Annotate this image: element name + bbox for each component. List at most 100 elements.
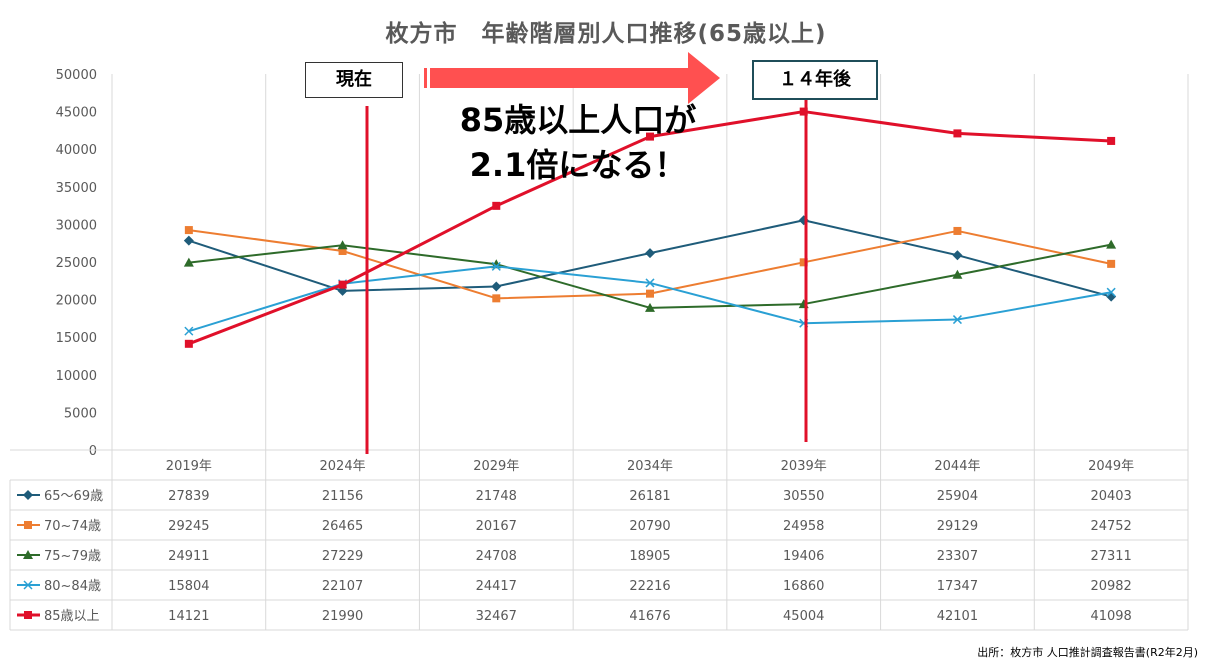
data-label: 23307: [937, 549, 978, 564]
callout-text: 85歳以上人口が 2.1倍になる！: [428, 98, 728, 188]
legend-label: 65～69歳: [44, 489, 103, 504]
data-label: 41676: [629, 609, 670, 624]
y-tick-label: 30000: [56, 218, 97, 233]
callout-line-2: 2.1倍になる！: [469, 146, 687, 184]
y-tick-label: 15000: [56, 331, 97, 346]
data-point: [1106, 239, 1117, 249]
data-point: [23, 550, 33, 559]
data-point: [799, 107, 808, 116]
data-label: 17347: [937, 579, 978, 594]
data-label: 24911: [168, 549, 209, 564]
data-point: [799, 258, 808, 267]
y-tick-label: 50000: [56, 68, 97, 83]
timeline-arrow: [420, 52, 720, 104]
data-label: 42101: [937, 609, 978, 624]
x-tick-label: 2039年: [781, 459, 827, 474]
data-label: 27839: [168, 489, 209, 504]
data-label: 20403: [1090, 489, 1131, 504]
x-mark: [491, 261, 501, 271]
y-tick-label: 45000: [56, 106, 97, 121]
data-label: 29245: [168, 519, 209, 534]
legend-label: 70~74歳: [44, 519, 101, 534]
data-label: 30550: [783, 489, 824, 504]
series-group: [184, 107, 1116, 348]
data-label: 24417: [476, 579, 517, 594]
data-point: [183, 235, 194, 246]
marker-lines: [365, 100, 808, 454]
data-point: [184, 226, 193, 235]
x-mark: [184, 326, 194, 336]
data-point: [23, 490, 33, 500]
data-point: [24, 611, 32, 619]
data-label: 32467: [476, 609, 517, 624]
data-label: 19406: [783, 549, 824, 564]
data-label: 24958: [783, 519, 824, 534]
data-point: [646, 132, 654, 141]
data-label: 15804: [168, 579, 209, 594]
y-tick-label: 25000: [56, 256, 97, 271]
legend-label: 80~84歳: [44, 579, 101, 594]
y-tick-label: 0: [89, 444, 97, 459]
data-label: 20790: [629, 519, 670, 534]
data-point: [491, 261, 501, 271]
series-lines: [183, 107, 1117, 348]
legend-label: 85歳以上: [44, 609, 100, 624]
chart-title: 枚方市 年齢階層別人口推移(65歳以上): [385, 21, 827, 47]
arrow-tail-stripe: [427, 68, 430, 88]
y-tick-label: 35000: [56, 181, 97, 196]
x-tick-label: 2029年: [473, 459, 519, 474]
y-axis: 0 5000 10000 15000 20000 25000 30000 35000 40000…: [56, 68, 97, 459]
data-point: [646, 289, 654, 298]
series-line: [188, 265, 1112, 333]
x-tick-label: 2019年: [166, 459, 212, 474]
data-label: 27229: [322, 549, 363, 564]
current-label: 現在: [305, 62, 403, 98]
x-mark: [952, 315, 962, 325]
data-point: [953, 226, 962, 235]
x-mark: [1106, 287, 1116, 297]
x-tick-label: 2044年: [934, 459, 980, 474]
series-group: [184, 261, 1116, 336]
grid-lines: [111, 74, 1189, 630]
series-line: [188, 219, 1112, 298]
y-tick-label: 20000: [56, 294, 97, 309]
y-tick-label: 5000: [64, 406, 97, 421]
callout-line-1: 85歳以上人口が: [459, 101, 697, 139]
data-label: 29129: [937, 519, 978, 534]
data-label: 45004: [783, 609, 824, 624]
data-label: 26181: [629, 489, 670, 504]
data-label: 24708: [476, 549, 517, 564]
x-tick-label: 2049年: [1088, 459, 1134, 474]
data-table: 2019年 2024年 2029年 2034年 2039年 2044年 2049年 65～69…: [9, 449, 1188, 631]
data-point: [492, 294, 501, 303]
y-tick-label: 10000: [56, 369, 97, 384]
source-note: 出所：枚方市 人口推計調査報告書(R2年2月): [977, 646, 1198, 659]
data-point: [491, 281, 502, 292]
data-label: 22216: [629, 579, 670, 594]
data-label: 21990: [322, 609, 363, 624]
data-label: 25904: [937, 489, 978, 504]
data-point: [338, 246, 347, 255]
data-point: [492, 201, 501, 210]
data-label: 16860: [783, 579, 824, 594]
data-label: 26465: [322, 519, 363, 534]
y-tick-label: 40000: [56, 143, 97, 158]
data-label: 41098: [1090, 609, 1131, 624]
future-label: １４年後: [752, 60, 878, 100]
data-point: [953, 129, 962, 138]
series-group: [184, 226, 1116, 303]
data-label: 22107: [322, 579, 363, 594]
data-label: 14121: [168, 609, 209, 624]
series-group: [183, 239, 1117, 312]
data-point: [952, 250, 963, 261]
arrow-tail-stripe: [420, 68, 424, 88]
x-tick-label: 2034年: [627, 459, 673, 474]
x-tick-label: 2024年: [320, 459, 366, 474]
data-point: [952, 269, 963, 279]
data-point: [645, 302, 655, 312]
data-label: 21748: [476, 489, 517, 504]
data-point: [183, 257, 194, 267]
data-label: 27311: [1090, 549, 1131, 564]
data-label: 21156: [322, 489, 363, 504]
x-mark: [23, 580, 33, 590]
